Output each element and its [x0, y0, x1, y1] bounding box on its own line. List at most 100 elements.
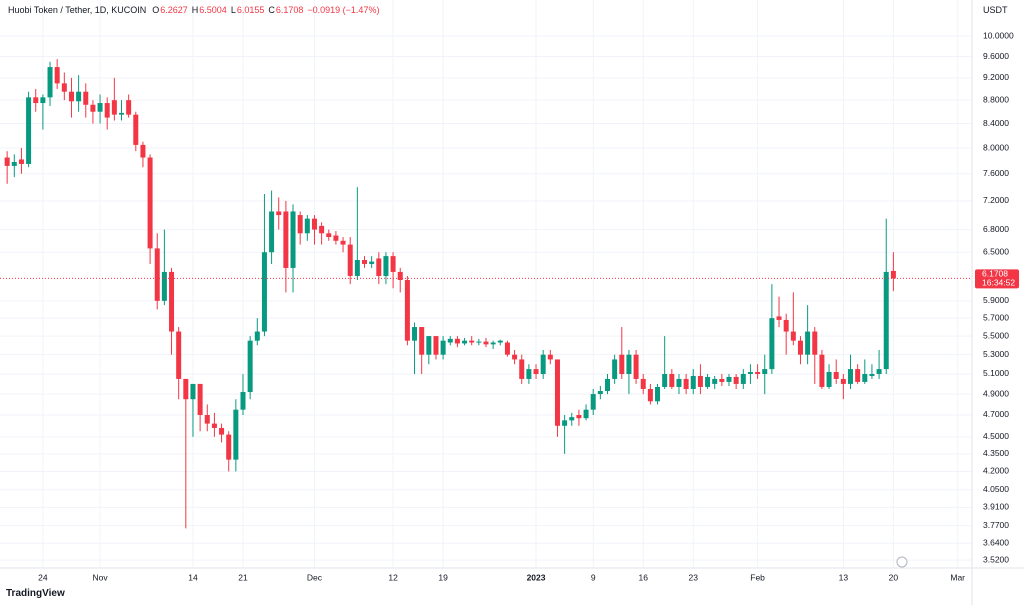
candle-body	[869, 373, 875, 376]
y-tick-label: 5.3000	[983, 349, 1009, 359]
candle-body	[533, 369, 539, 374]
candle-body	[740, 373, 746, 384]
candle-body	[347, 244, 353, 276]
candle-body	[583, 409, 589, 419]
candle-body	[440, 340, 446, 355]
candle-body	[626, 354, 632, 374]
candle-body	[812, 331, 818, 355]
candle-body	[47, 67, 53, 98]
x-tick-label: Nov	[92, 572, 108, 582]
candle-body	[819, 354, 825, 387]
candle-body	[433, 336, 439, 355]
candle-body	[304, 218, 310, 234]
candle-body	[240, 392, 246, 410]
candle-body	[404, 280, 410, 341]
candle-body	[454, 338, 460, 344]
x-tick-label: 20	[889, 572, 899, 582]
x-tick-label: Feb	[750, 572, 765, 582]
brand-logo[interactable]: TradingView	[6, 588, 65, 599]
candle-body	[111, 100, 117, 115]
candle-body	[247, 340, 253, 393]
high-label: H	[191, 5, 199, 15]
candle-body	[690, 375, 696, 389]
y-tick-label: 7.2000	[983, 195, 1009, 205]
x-tick-label: Mar	[950, 572, 965, 582]
candle-body	[655, 386, 661, 402]
price-tag	[975, 269, 1019, 289]
candle-body	[719, 378, 725, 382]
candle-body	[447, 338, 453, 343]
candle-body	[483, 341, 489, 345]
candle-body	[826, 372, 832, 387]
y-tick-label: 3.6400	[983, 538, 1009, 548]
candle-body	[540, 354, 546, 374]
x-tick-label: 21	[238, 572, 248, 582]
candle-body	[219, 427, 225, 435]
candle-body	[683, 378, 689, 389]
x-tick-label: 13	[839, 572, 849, 582]
candle-body	[876, 369, 882, 374]
candle-body	[569, 417, 575, 421]
candle-body	[340, 240, 346, 245]
candle-body	[261, 252, 267, 332]
candle-body	[640, 378, 646, 389]
high-value: 6.5004	[199, 5, 227, 15]
price-tag-countdown: 16:34:52	[982, 278, 1015, 288]
candle-body	[211, 423, 217, 428]
candle-body	[733, 376, 739, 384]
y-tick-label: 6.5000	[983, 246, 1009, 256]
candle-body	[712, 378, 718, 384]
candle-body	[619, 354, 625, 374]
candle-body	[847, 369, 854, 384]
x-tick-label: 19	[438, 572, 448, 582]
y-tick-label: 3.9100	[983, 502, 1009, 512]
candle-body	[833, 372, 839, 379]
candle-body	[755, 372, 761, 374]
low-label: L	[230, 5, 236, 15]
candle-body	[169, 271, 175, 332]
candle-body	[369, 261, 375, 264]
candle-body	[226, 434, 232, 460]
candle-body	[97, 103, 103, 112]
candle-body	[747, 372, 753, 374]
low-value: 6.0155	[236, 5, 265, 15]
candle-body	[790, 331, 796, 341]
candle-body	[33, 97, 39, 104]
candle-body	[297, 215, 303, 234]
y-axis-label: USDT	[983, 5, 1008, 15]
x-tick-label: Dec	[307, 572, 323, 582]
candle-body	[4, 157, 10, 166]
candle-body	[504, 342, 510, 355]
candle-body	[126, 100, 132, 115]
candle-body	[512, 354, 518, 360]
y-tick-label: 3.5200	[983, 554, 1009, 564]
y-tick-label: 4.2000	[983, 466, 1009, 476]
y-tick-label: 10.0000	[983, 30, 1014, 40]
candle-body	[290, 211, 296, 268]
y-tick-label: 5.1000	[983, 368, 1009, 378]
candle-body	[26, 97, 32, 164]
candle-body	[776, 316, 782, 320]
alert-icon	[896, 556, 908, 568]
candle-body	[783, 319, 789, 332]
candle-body	[419, 327, 425, 355]
candle-body	[397, 271, 403, 281]
x-tick-label: 12	[388, 572, 398, 582]
candle-body	[476, 341, 482, 343]
y-tick-label: 4.0500	[983, 484, 1009, 494]
y-tick-label: 4.9000	[983, 388, 1009, 398]
candle-body	[762, 369, 768, 374]
candle-body	[862, 373, 868, 382]
candle-body	[726, 376, 732, 382]
candle-body	[104, 103, 110, 118]
y-tick-label: 8.8000	[983, 94, 1009, 104]
candle-body	[547, 354, 553, 360]
candle-body	[590, 394, 596, 410]
price-tag-value: 6.1708	[982, 269, 1008, 279]
candle-body	[890, 270, 896, 279]
legend-header: Huobi Token / Tether, 1D, KUCOIN O6.2627 H…	[8, 5, 383, 15]
y-tick-label: 3.7700	[983, 520, 1009, 530]
x-tick-label: 9	[591, 572, 596, 582]
candle-body	[319, 225, 325, 234]
